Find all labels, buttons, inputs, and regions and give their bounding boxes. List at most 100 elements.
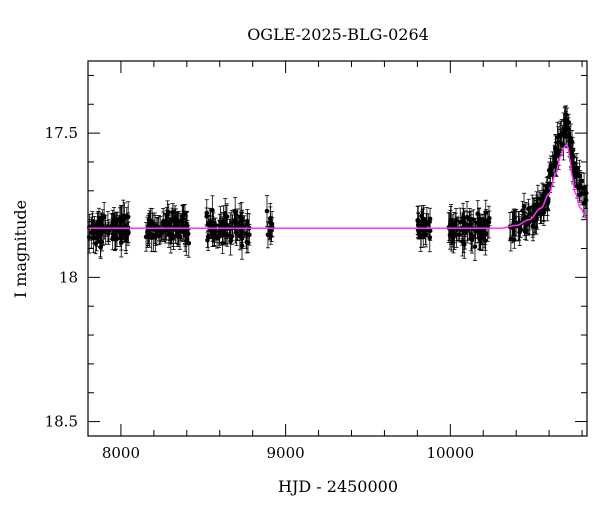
- data-point: [534, 202, 539, 208]
- data-point: [522, 229, 528, 235]
- data-point: [576, 172, 582, 178]
- data-point: [124, 213, 130, 219]
- data-point: [89, 230, 94, 235]
- data-point: [148, 218, 153, 224]
- data-point: [545, 201, 550, 207]
- data-point: [228, 238, 233, 244]
- data-point: [461, 240, 467, 245]
- data-point: [453, 222, 458, 227]
- data-point: [245, 221, 250, 227]
- data-point: [462, 230, 468, 236]
- data-point: [267, 216, 273, 222]
- data-point: [460, 218, 465, 224]
- data-point: [110, 236, 115, 242]
- y-axis-label: I magnitude: [11, 200, 30, 298]
- data-point: [525, 221, 530, 227]
- data-point: [568, 135, 574, 141]
- data-point: [468, 236, 474, 242]
- data-point: [449, 230, 455, 236]
- data-point: [232, 218, 237, 223]
- data-point: [454, 232, 459, 237]
- data-point: [90, 219, 95, 225]
- data-point: [478, 223, 484, 229]
- data-point: [561, 126, 566, 131]
- data-point: [110, 223, 116, 228]
- data-point: [464, 214, 470, 220]
- data-point: [152, 223, 158, 229]
- data-point: [418, 233, 424, 238]
- data-point: [222, 211, 228, 216]
- data-point: [180, 214, 185, 220]
- data-point: [94, 230, 100, 236]
- data-point: [574, 165, 580, 171]
- y-tick-label: 18.5: [45, 413, 78, 431]
- data-point: [512, 215, 517, 220]
- data-point: [123, 234, 129, 240]
- data-point: [520, 208, 525, 214]
- data-point: [159, 229, 164, 235]
- data-point: [550, 163, 556, 169]
- data-point: [423, 232, 429, 238]
- data-point: [98, 223, 103, 228]
- data-point: [118, 240, 124, 245]
- data-point: [219, 220, 225, 225]
- data-point: [156, 233, 162, 239]
- data-point: [236, 223, 242, 229]
- data-point: [559, 132, 565, 138]
- data-point: [243, 231, 249, 237]
- data-point: [114, 236, 120, 241]
- data-point: [114, 218, 120, 223]
- data-point: [178, 219, 183, 224]
- data-point: [211, 232, 217, 238]
- data-point: [118, 219, 124, 225]
- data-point: [571, 160, 577, 166]
- plot-frame: [87, 60, 588, 437]
- data-point: [563, 112, 569, 118]
- data-point: [220, 230, 225, 235]
- data-point: [535, 196, 541, 202]
- data-point: [168, 229, 173, 234]
- data-point: [153, 232, 158, 237]
- data-point: [448, 217, 454, 223]
- data-point: [517, 229, 523, 235]
- x-tick-label: 9000: [267, 444, 305, 462]
- data-point: [470, 217, 476, 222]
- data-point: [521, 203, 527, 209]
- data-point: [483, 218, 489, 224]
- data-point: [545, 188, 550, 194]
- data-point: [427, 216, 433, 222]
- data-point: [547, 181, 553, 187]
- data-point: [541, 208, 547, 213]
- data-point: [548, 170, 553, 175]
- data-point: [581, 201, 587, 206]
- x-tick-label: 10000: [426, 444, 474, 462]
- data-point: [217, 233, 223, 239]
- data-point: [239, 243, 245, 249]
- data-point: [480, 235, 486, 240]
- data-point: [265, 232, 271, 238]
- data-point: [532, 218, 537, 223]
- axis-ticks: 8000 9000 10000 17.5 18 18.5: [45, 61, 587, 462]
- data-point: [478, 240, 484, 246]
- data-point: [577, 192, 582, 198]
- data-point: [523, 214, 529, 220]
- data-point: [574, 169, 579, 175]
- data-point: [564, 126, 570, 132]
- data-point: [466, 222, 472, 228]
- data-point: [93, 241, 99, 246]
- data-point: [483, 238, 488, 244]
- data-point: [92, 223, 97, 229]
- data-point: [574, 184, 580, 189]
- data-point: [178, 226, 183, 232]
- data-point: [562, 117, 568, 123]
- data-point: [99, 228, 104, 234]
- data-point: [239, 218, 245, 224]
- data-point: [174, 233, 180, 239]
- data-point: [475, 211, 481, 216]
- data-point: [106, 231, 111, 236]
- data-point: [568, 152, 574, 158]
- data-point: [105, 224, 111, 229]
- data-point: [539, 211, 544, 217]
- data-point: [460, 215, 466, 220]
- data-point: [530, 205, 535, 210]
